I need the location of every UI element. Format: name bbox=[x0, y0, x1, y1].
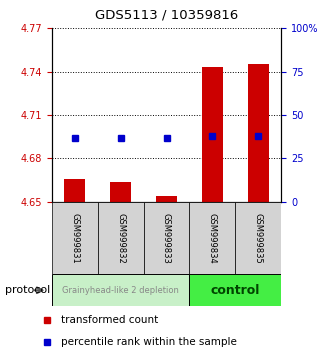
Text: GSM999832: GSM999832 bbox=[116, 213, 125, 263]
Text: GSM999834: GSM999834 bbox=[208, 213, 217, 263]
Text: GDS5113 / 10359816: GDS5113 / 10359816 bbox=[95, 9, 238, 22]
Text: GSM999831: GSM999831 bbox=[70, 213, 79, 263]
Text: control: control bbox=[211, 284, 260, 297]
Bar bbox=[202, 67, 223, 202]
Bar bbox=[189, 274, 281, 306]
Bar bbox=[144, 202, 189, 274]
Text: GSM999835: GSM999835 bbox=[254, 213, 263, 263]
Bar bbox=[235, 202, 281, 274]
Text: Grainyhead-like 2 depletion: Grainyhead-like 2 depletion bbox=[62, 286, 179, 295]
Text: transformed count: transformed count bbox=[62, 315, 159, 325]
Bar bbox=[189, 202, 235, 274]
Bar bbox=[98, 202, 144, 274]
Bar bbox=[110, 182, 131, 202]
Bar bbox=[52, 202, 98, 274]
Bar bbox=[156, 196, 177, 202]
Bar bbox=[52, 274, 189, 306]
Bar bbox=[64, 179, 85, 202]
Text: protocol: protocol bbox=[5, 285, 50, 295]
Text: percentile rank within the sample: percentile rank within the sample bbox=[62, 337, 237, 347]
Bar bbox=[248, 64, 269, 202]
Text: GSM999833: GSM999833 bbox=[162, 213, 171, 263]
